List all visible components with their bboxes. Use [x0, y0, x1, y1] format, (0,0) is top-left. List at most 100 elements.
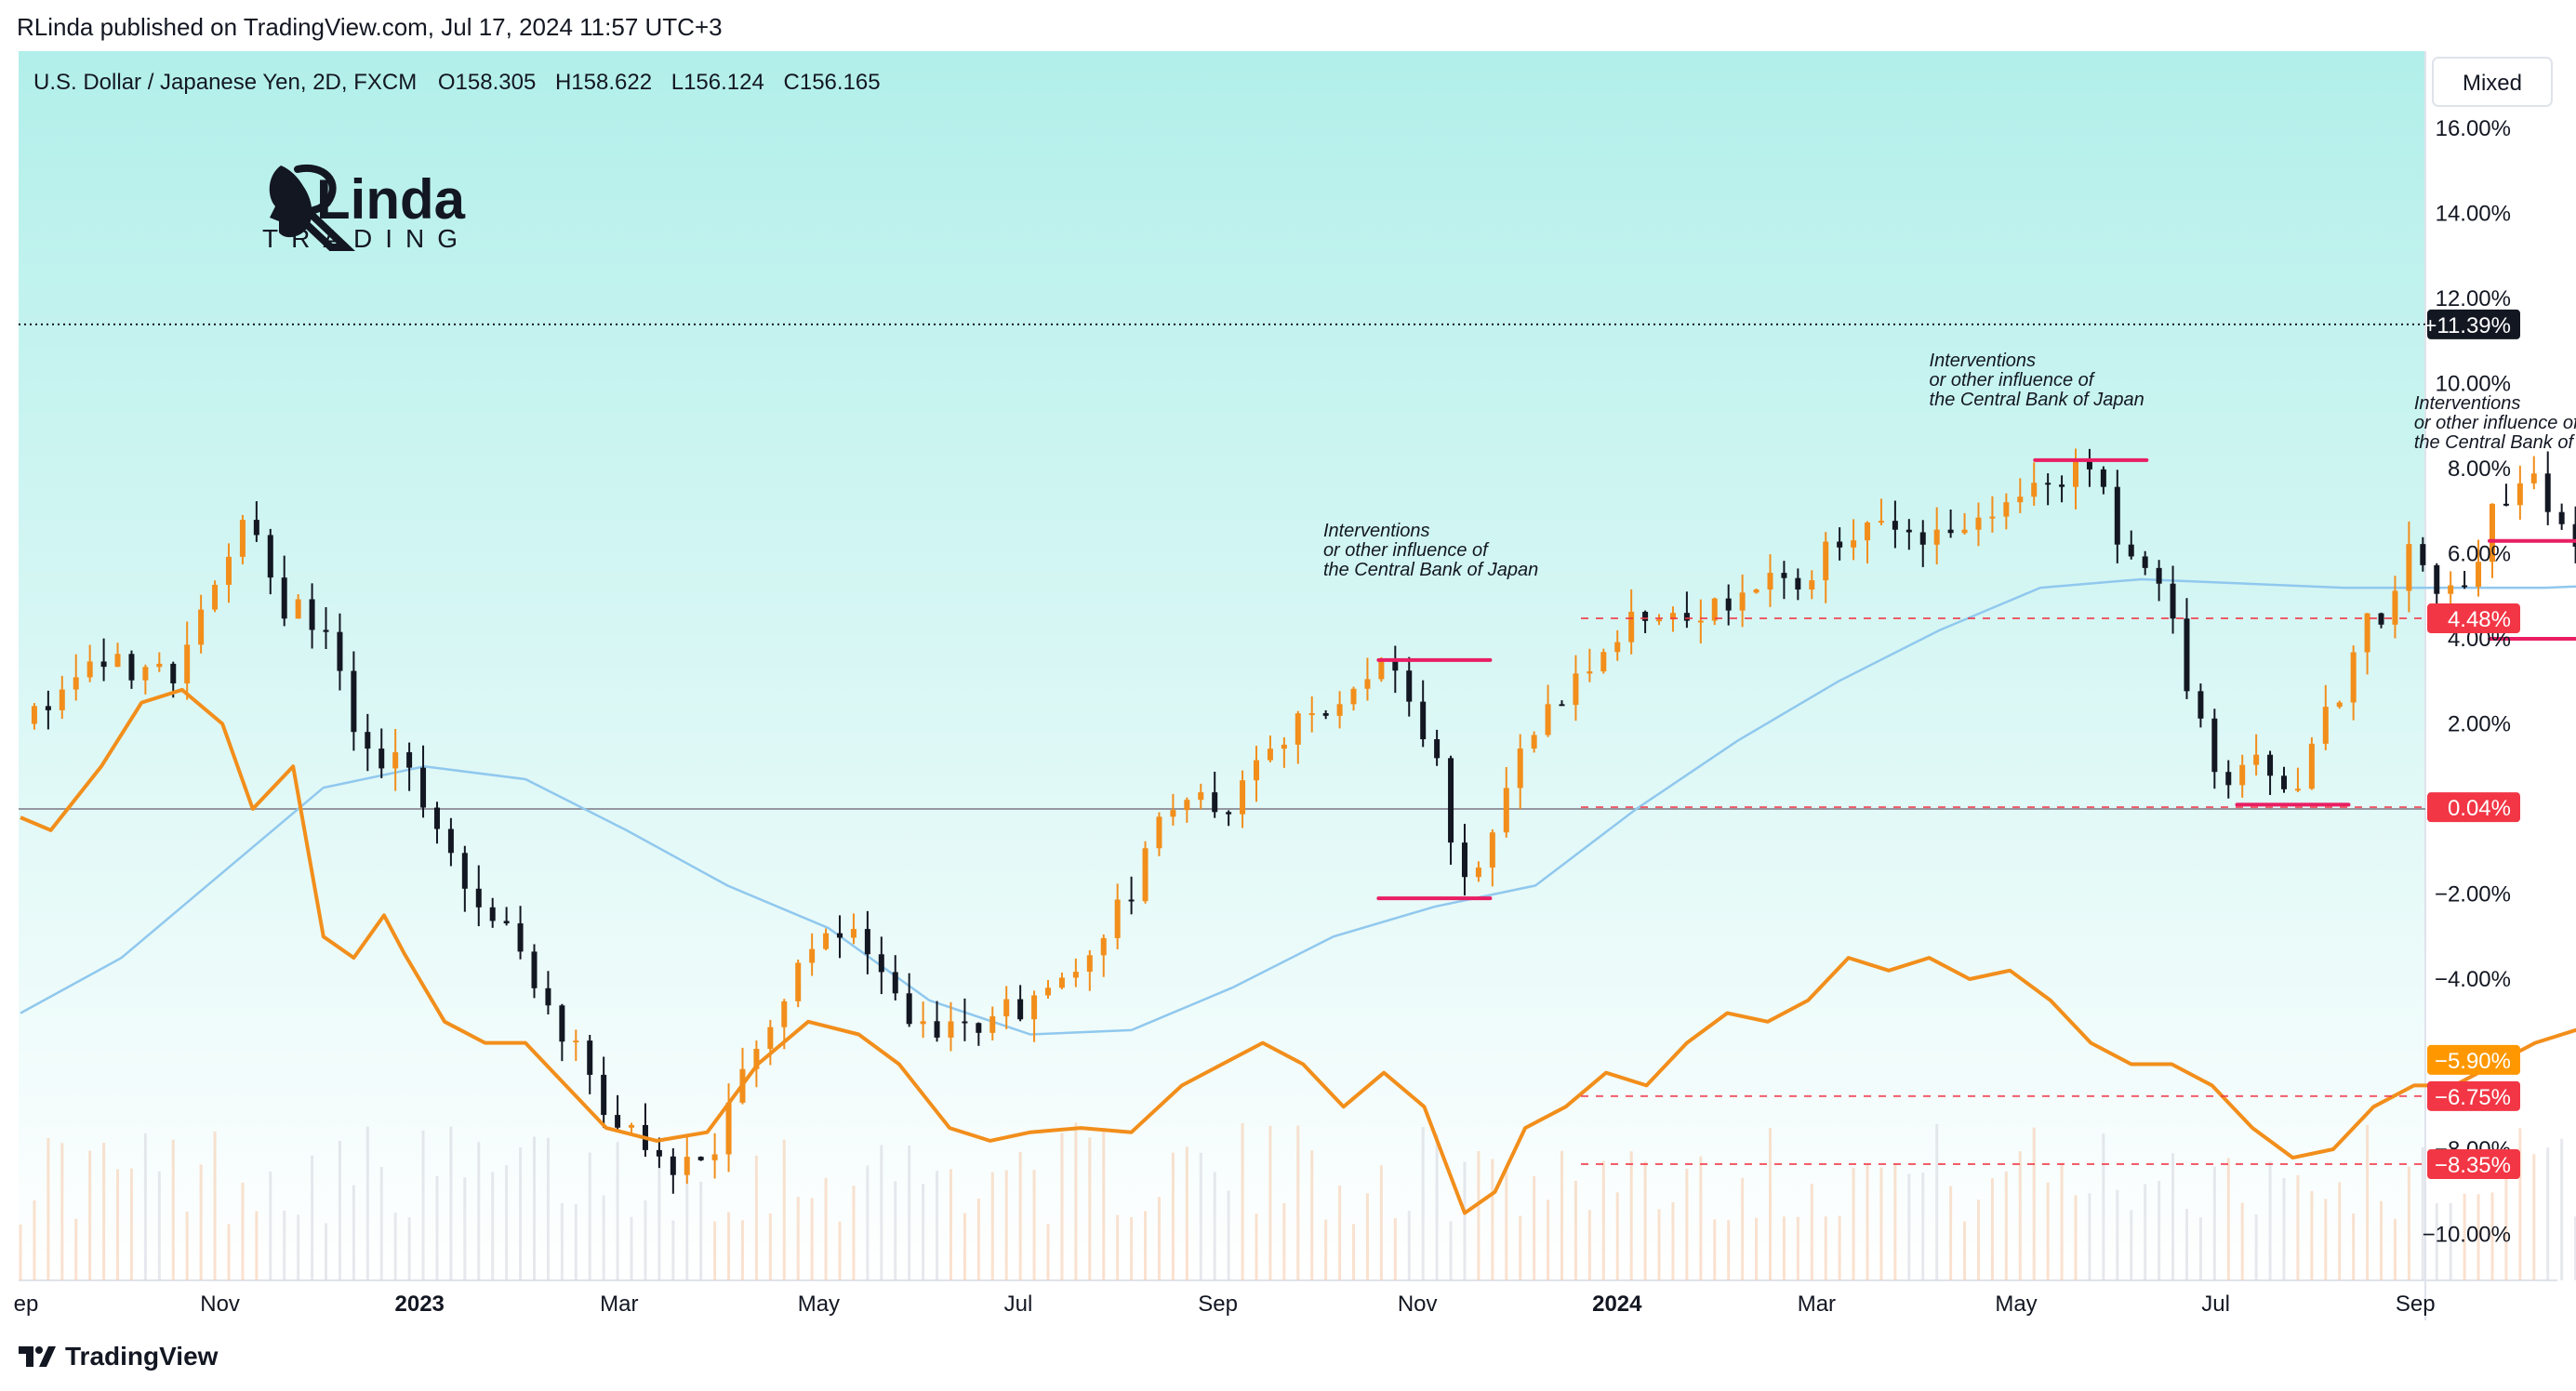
candle-body — [1212, 792, 1218, 813]
volume-bar — [824, 1177, 828, 1280]
candle-body — [2322, 707, 2329, 744]
price-level-badge-bg — [2427, 1149, 2520, 1180]
volume-bar — [185, 1212, 189, 1280]
candlestick — [86, 644, 93, 682]
candle-body — [212, 584, 219, 610]
volume-bar — [1782, 1216, 1786, 1280]
candlestick — [892, 955, 898, 1000]
candle-body — [1753, 590, 1759, 593]
candle-body — [1350, 688, 1357, 705]
candle-body — [2280, 775, 2287, 789]
candlestick — [2280, 766, 2287, 793]
candlestick — [2184, 598, 2190, 699]
candlestick — [2364, 613, 2370, 675]
volume-bar — [1491, 1159, 1494, 1280]
candlestick — [1878, 498, 1884, 525]
candle-body — [1711, 598, 1718, 621]
candlestick — [1003, 986, 1010, 1029]
candlestick — [1919, 520, 1926, 567]
volume-bar — [1963, 1221, 1967, 1280]
price-level-badge[interactable]: −8.35% — [2427, 1149, 2520, 1180]
volume-bar — [685, 1159, 689, 1280]
price-level-badge-label: −6.75% — [2435, 1085, 2511, 1110]
candlestick — [864, 910, 870, 974]
candlestick — [1184, 797, 1190, 823]
volume-bar — [1407, 1211, 1411, 1280]
candle-body — [2114, 486, 2120, 545]
candle-body — [1156, 816, 1162, 849]
candlestick — [2170, 565, 2176, 634]
candle-body — [1600, 652, 1607, 672]
volume-bar — [519, 1146, 523, 1280]
candle-body — [545, 987, 551, 1006]
x-tick-label: Jul — [1004, 1292, 1033, 1317]
candle-body — [323, 629, 329, 632]
volume-bar — [1629, 1151, 1633, 1280]
candle-body — [1364, 679, 1371, 689]
price-level-badge-bg — [2427, 309, 2520, 339]
volume-bar — [227, 1224, 231, 1280]
volume-bar — [449, 1126, 453, 1280]
candle-body — [2503, 503, 2509, 506]
volume-bar — [1268, 1125, 1272, 1280]
candlestick — [420, 745, 427, 818]
tradingview-brand[interactable]: TradingView — [19, 1342, 218, 1371]
volume-bar — [1976, 1199, 1980, 1280]
candle-body — [934, 1021, 940, 1038]
volume-bar — [657, 1148, 661, 1280]
candle-body — [850, 929, 856, 938]
candlestick — [351, 651, 357, 751]
candlestick — [948, 1001, 954, 1052]
candle-body — [1198, 792, 1204, 801]
candlestick — [128, 650, 135, 689]
price-level-badge[interactable]: +11.39% — [2423, 309, 2520, 339]
volume-bar — [671, 1220, 675, 1280]
annotation-line: the Central Bank of Japan — [1930, 390, 2144, 410]
price-level-badge[interactable]: 4.48% — [2427, 603, 2520, 634]
price-level-badge[interactable]: −5.90% — [2427, 1044, 2520, 1075]
candlestick — [1711, 597, 1718, 626]
candlestick — [1892, 500, 1898, 549]
volume-bar — [1879, 1167, 1883, 1280]
candlestick — [2086, 448, 2092, 487]
volume-bar — [1533, 1175, 1536, 1280]
candle-body — [100, 661, 107, 668]
scale-mode-button[interactable]: Mixed — [2432, 57, 2553, 107]
candlestick — [531, 944, 538, 999]
volume-bar — [1768, 1128, 1772, 1280]
candle-body — [2558, 511, 2565, 524]
candlestick — [2211, 709, 2218, 789]
candle-body — [114, 654, 121, 668]
volume-bar — [46, 1138, 50, 1280]
volume-bar — [199, 1164, 203, 1280]
candlestick — [656, 1137, 662, 1169]
candlestick — [1267, 735, 1273, 762]
volume-bar — [1921, 1172, 1925, 1280]
candle-body — [587, 1040, 593, 1075]
candle-body — [1420, 701, 1427, 740]
volume-bar — [2240, 1202, 2244, 1280]
candle-body — [128, 654, 135, 681]
volume-bar — [1573, 1180, 1577, 1280]
x-axis[interactable]: ep Nov 2023 Mar May Jul Sep Nov 2024 Mar May Jul Sep — [14, 1292, 2436, 1317]
candlestick — [184, 621, 191, 700]
volume-bar — [1324, 1219, 1328, 1280]
volume-bar — [379, 1167, 383, 1280]
y-axis[interactable]: 16.00%14.00%12.00%10.00%8.00%6.00%4.00%2… — [19, 116, 2520, 1248]
candlestick — [1295, 710, 1301, 764]
volume-bar — [1755, 1217, 1759, 1280]
candlestick — [2003, 493, 2010, 530]
price-level-badge[interactable]: −6.75% — [2427, 1080, 2520, 1111]
volume-bar — [782, 1139, 786, 1280]
price-level-badge[interactable]: 0.04% — [2427, 792, 2520, 823]
candle-body — [725, 1102, 732, 1155]
y-tick-label: 12.00% — [2436, 286, 2511, 311]
candlestick — [1461, 824, 1467, 896]
volume-bar — [1601, 1160, 1605, 1280]
candle-body — [837, 933, 843, 938]
candle-body — [156, 663, 163, 668]
volume-bar — [768, 1213, 772, 1280]
candlestick — [309, 583, 315, 649]
volume-bar — [2074, 1195, 2078, 1280]
